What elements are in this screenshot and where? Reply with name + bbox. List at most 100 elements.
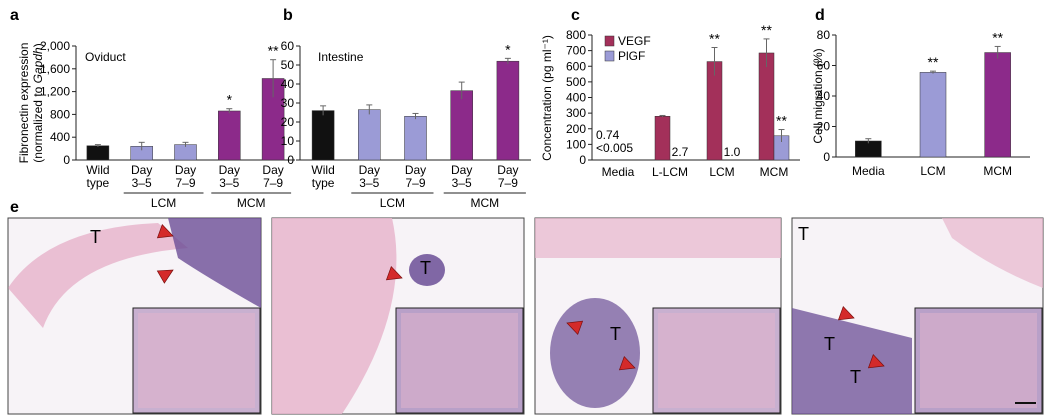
y-tick-label: 40 <box>281 77 295 91</box>
arrowhead-marker <box>156 223 174 239</box>
panel-letter: a <box>10 7 19 24</box>
value-label: 0.74 <box>596 128 620 142</box>
y-tick-label: 60 <box>817 59 831 73</box>
inset-tissue <box>401 313 518 408</box>
inset-tissue <box>658 313 775 408</box>
bar-vegf <box>758 52 775 161</box>
bar <box>984 52 1011 158</box>
y-tick-label: 20 <box>817 120 831 134</box>
significance-mark: ** <box>268 43 279 59</box>
y-tick-label: 0 <box>579 153 586 167</box>
inset-image <box>395 307 524 414</box>
y-tick-label: 0 <box>63 153 70 167</box>
significance-mark: ** <box>761 22 772 38</box>
legend-swatch <box>604 50 615 62</box>
bar <box>311 110 335 161</box>
arrowhead-marker <box>837 305 855 321</box>
inset-image <box>652 307 781 414</box>
tissue-region <box>550 298 640 408</box>
significance-mark: ** <box>928 54 939 70</box>
bar <box>450 90 473 161</box>
x-tick-label: L-LCM <box>652 165 688 179</box>
inset-image <box>132 307 261 414</box>
y-tick-label: 1,200 <box>40 85 70 99</box>
group-label: MCM <box>470 196 499 210</box>
bar <box>496 60 520 161</box>
bar <box>358 109 381 161</box>
value-label: 1.0 <box>724 145 741 159</box>
y-axis-label: Concentration (pg ml⁻¹) <box>540 35 554 161</box>
y-tick-label: 60 <box>281 39 295 53</box>
tissue-region <box>409 254 445 286</box>
x-tick-label: Media <box>852 164 885 178</box>
y-tick-label: 40 <box>817 89 831 103</box>
legend-label: VEGF <box>618 34 651 48</box>
y-tick-label: 700 <box>566 44 586 58</box>
histology-image-3: T <box>534 217 782 415</box>
panel-letter: e <box>10 199 19 216</box>
significance-mark: ** <box>709 31 720 47</box>
y-tick-label: 400 <box>566 91 586 105</box>
bar-vegf <box>706 61 723 161</box>
bar <box>86 145 110 161</box>
y-tick-label: 0 <box>823 150 830 164</box>
tumor-label: T <box>798 224 809 244</box>
y-axis-label: Fibronectin expression(normalized to Gap… <box>17 43 45 164</box>
x-tick-label: MCM <box>760 165 789 179</box>
chart-panel-a: a04008001,2001,6002,000OviductFibronecti… <box>10 7 295 210</box>
histology-image-4: TTT <box>791 217 1044 415</box>
tissue-region <box>792 308 912 414</box>
panel-letter: c <box>571 7 580 24</box>
y-tick-label: 1,600 <box>40 62 70 76</box>
tumor-label: T <box>420 258 431 278</box>
inset-image <box>914 307 1043 414</box>
y-tick-label: 2,000 <box>40 39 70 53</box>
histology-image-1: T <box>7 217 262 415</box>
x-tick-label: Day 7–9 <box>262 163 283 190</box>
x-tick-label: MCM <box>983 164 1012 178</box>
x-tick-label: LCM <box>709 165 734 179</box>
x-tick-label: Day 3–5 <box>219 163 240 190</box>
tumor-label: T <box>850 367 861 387</box>
bar-vegf <box>654 116 671 161</box>
y-axis-label: Cell migration (%) <box>811 48 825 143</box>
inset-tissue <box>920 313 1037 408</box>
histology-image-2: T <box>271 217 525 415</box>
y-tick-label: 50 <box>281 58 295 72</box>
legend-label: PlGF <box>618 49 645 63</box>
significance-mark: ** <box>992 29 1003 45</box>
tumor-label: T <box>824 334 835 354</box>
x-tick-label: Day 3–5 <box>131 163 152 190</box>
x-tick-label: Media <box>602 165 635 179</box>
bar <box>919 72 947 158</box>
y-tick-label: 80 <box>817 28 831 42</box>
y-tick-label: 800 <box>566 28 586 42</box>
chart-panel-d: d 0 20 40 60 80 Cell migration (%) Media ** LCM **… <box>811 7 1030 178</box>
significance-mark: * <box>227 92 233 108</box>
tissue-region <box>535 218 781 258</box>
y-tick-label: 500 <box>566 75 586 89</box>
arrowhead-marker <box>156 269 174 284</box>
x-tick-label: Day 3–5 <box>359 163 380 190</box>
x-tick-label: Day 7–9 <box>497 163 518 190</box>
y-tick-label: 100 <box>566 137 586 151</box>
arrowhead-marker <box>618 355 636 371</box>
y-tick-label: 0 <box>287 153 294 167</box>
group-label: LCM <box>151 196 176 210</box>
group-label: LCM <box>380 196 405 210</box>
y-tick-label: 400 <box>50 130 70 144</box>
bar <box>218 110 241 161</box>
value-label: <0.005 <box>596 141 633 155</box>
tissue-region <box>8 223 188 328</box>
bar <box>404 116 427 161</box>
x-tick-label: Day 7–9 <box>405 163 426 190</box>
y-tick-label: 30 <box>281 96 295 110</box>
x-tick-label: Day 7–9 <box>175 163 196 190</box>
x-tick-label: Wild type <box>86 163 109 190</box>
y-tick-label: 20 <box>281 115 295 129</box>
panel-letter: b <box>283 7 293 24</box>
group-label: MCM <box>237 196 266 210</box>
